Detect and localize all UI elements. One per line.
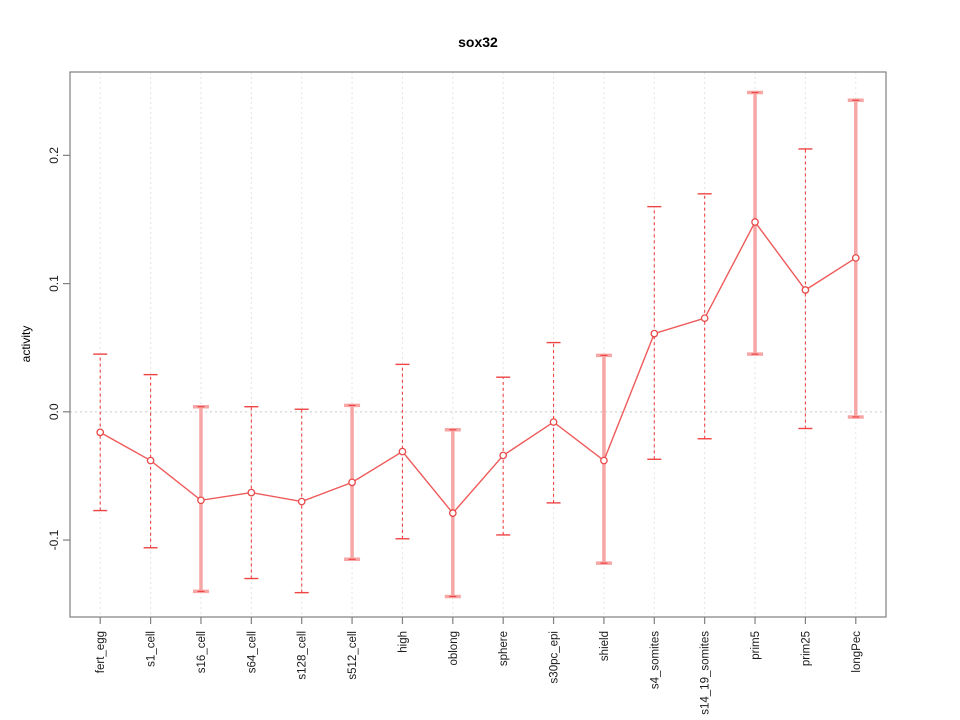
data-point — [650, 329, 659, 338]
x-tick-label: sphere — [498, 631, 510, 666]
x-tick-label: s30pc_epi — [549, 631, 561, 683]
data-point — [851, 254, 860, 262]
data-point — [96, 428, 105, 437]
data-point — [700, 314, 709, 323]
data-point — [297, 497, 306, 506]
y-tick-label: 0.0 — [47, 403, 61, 420]
data-point — [801, 286, 810, 294]
data-point — [499, 451, 508, 460]
x-tick-label: s4_somites — [649, 631, 661, 689]
y-tick-label: -0.1 — [47, 529, 61, 550]
x-tick-label: oblong — [448, 631, 460, 666]
plot-frame — [69, 71, 887, 618]
x-tick-label: high — [397, 631, 409, 653]
x-tick-label: s64_cell — [246, 631, 258, 673]
data-point — [146, 456, 155, 465]
x-tick-label: prim25 — [800, 631, 812, 666]
y-tick-label: 0.1 — [47, 275, 61, 292]
y-tick-label: 0.2 — [47, 147, 61, 164]
data-point — [448, 509, 457, 517]
data-point — [751, 218, 759, 226]
x-tick-label: shield — [599, 631, 611, 661]
data-point — [398, 447, 407, 456]
x-tick-label: s512_cell — [347, 631, 359, 680]
data-point — [348, 478, 356, 487]
data-point — [247, 488, 256, 497]
x-tick-label: s128_cell — [297, 631, 309, 680]
x-tick-label: s16_cell — [196, 631, 208, 673]
x-tick-label: longPec — [851, 631, 863, 673]
series-line — [99, 220, 857, 515]
data-point — [549, 418, 558, 426]
data-point — [600, 456, 608, 465]
chart-title: sox32 — [458, 34, 498, 50]
data-point — [197, 496, 205, 505]
x-tick-label: fert_egg — [95, 631, 107, 673]
x-tick-label: s1_cell — [146, 631, 158, 667]
x-tick-label: s14_19_somites — [700, 631, 712, 715]
x-tick-label: prim5 — [750, 631, 762, 660]
